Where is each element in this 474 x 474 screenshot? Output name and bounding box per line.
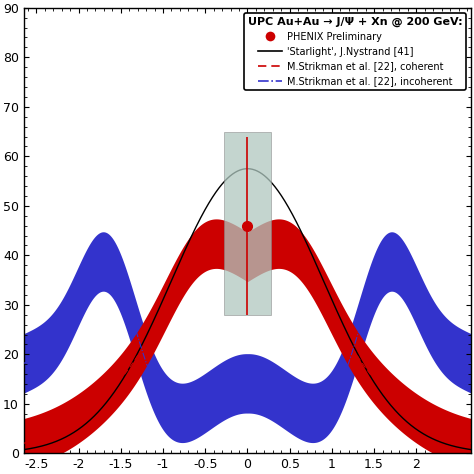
Bar	[224, 132, 271, 315]
Legend: PHENIX Preliminary, 'Starlight', J.Nystrand [41], M.Strikman et al. [22], cohere: PHENIX Preliminary, 'Starlight', J.Nystr…	[244, 13, 466, 90]
